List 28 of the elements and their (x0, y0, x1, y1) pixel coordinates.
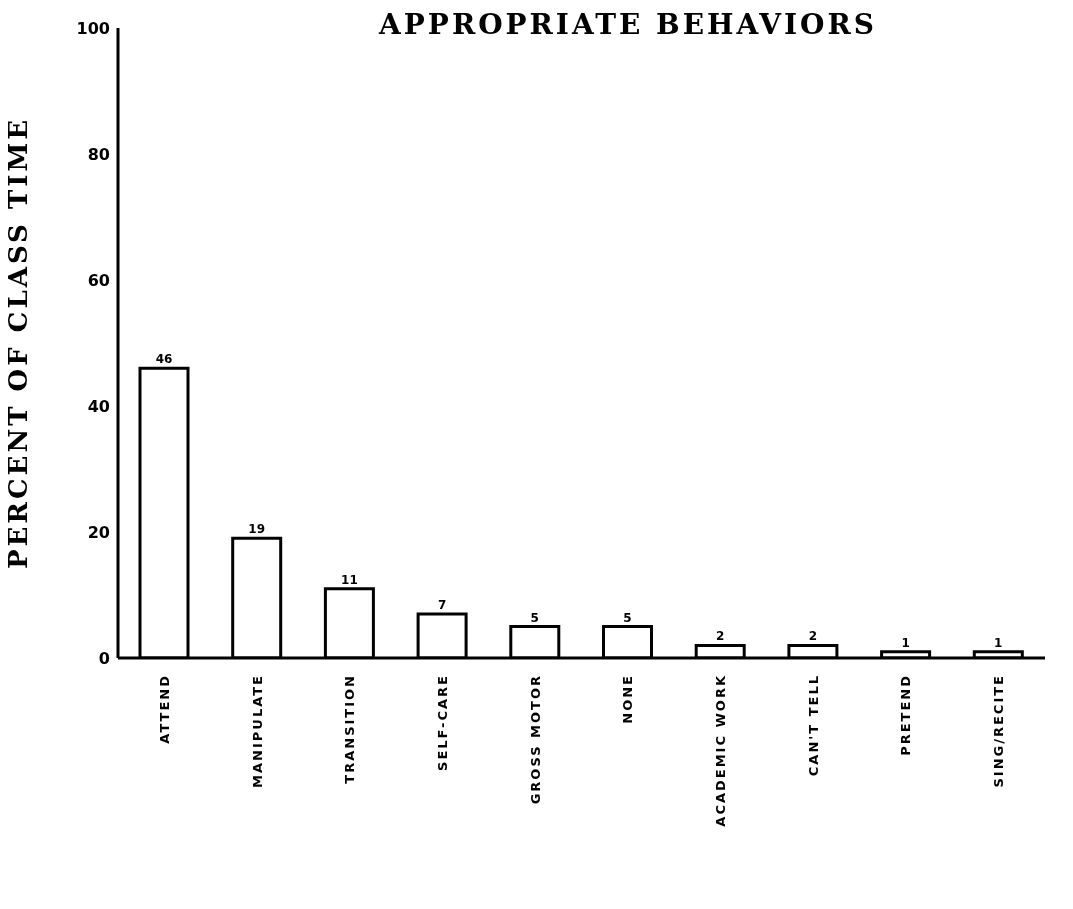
x-tick-label: NONE (620, 674, 636, 724)
chart-title: APPROPRIATE BEHAVIORS (377, 8, 878, 41)
x-tick-label: ACADEMIC WORK (713, 674, 729, 827)
x-tick-label: GROSS MOTOR (527, 674, 543, 805)
y-axis-title: PERCENT OF CLASS TIME (3, 116, 34, 570)
y-tick-label: 100 (76, 18, 110, 38)
data-label: 5 (530, 610, 539, 625)
x-tick-label: SING/RECITE (991, 674, 1007, 788)
data-label: 46 (155, 352, 173, 367)
y-tick-label: 80 (87, 144, 110, 164)
y-tick-label: 20 (87, 522, 110, 542)
x-tick-label: MANIPULATE (249, 674, 265, 788)
x-tick-label: PRETEND (898, 674, 914, 756)
y-tick-label: 0 (98, 648, 110, 668)
data-label: 1 (901, 635, 910, 650)
data-label: 2 (716, 629, 725, 644)
y-tick-label: 40 (87, 396, 110, 416)
x-tick-label: TRANSITION (342, 674, 358, 784)
data-label: 1 (994, 635, 1003, 650)
x-tick-label: CAN'T TELL (805, 674, 821, 777)
data-label: 5 (623, 610, 632, 625)
data-label: 11 (341, 572, 358, 587)
x-tick-label: ATTEND (156, 674, 172, 744)
data-label: 2 (808, 629, 818, 644)
data-label: 7 (437, 597, 447, 612)
x-tick-label: SELF-CARE (434, 674, 450, 771)
data-label: 19 (248, 522, 266, 537)
y-tick-label: 60 (87, 270, 110, 290)
